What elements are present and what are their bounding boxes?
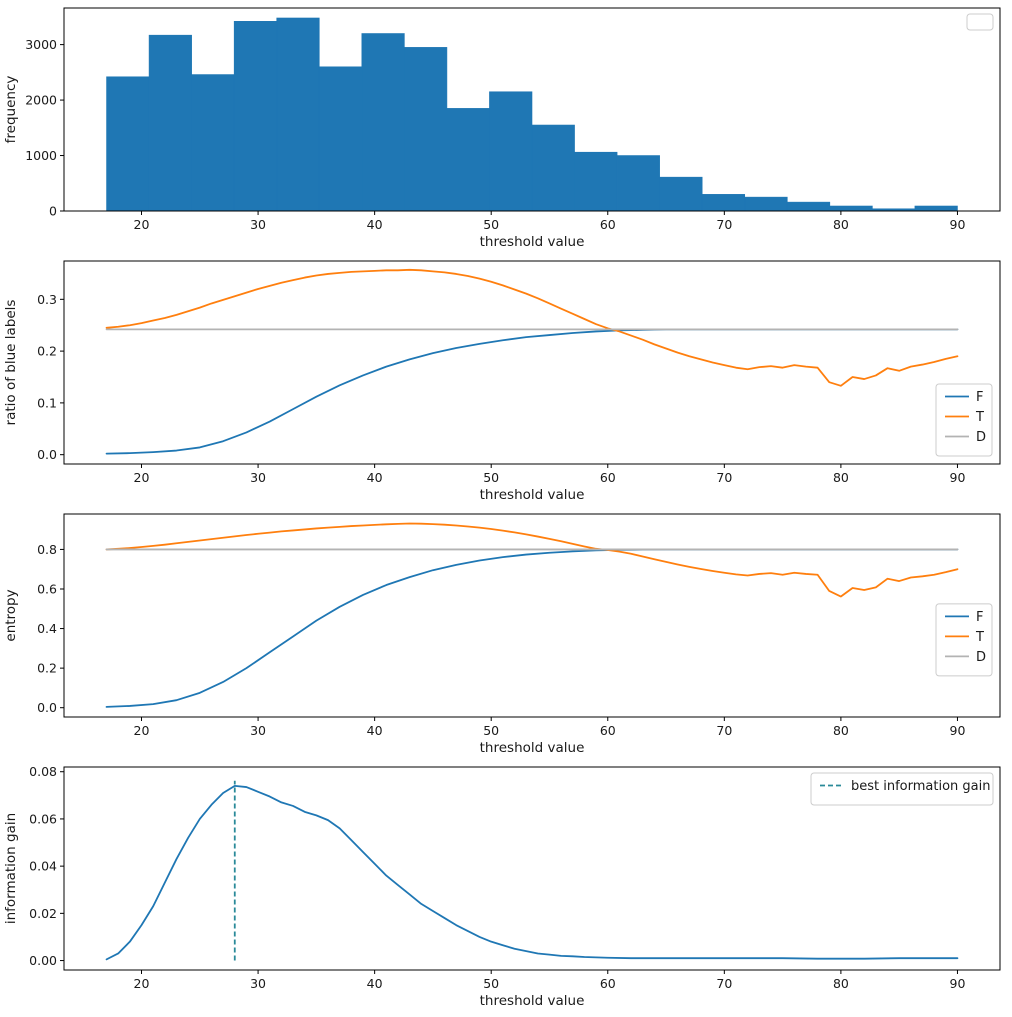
svg-text:90: 90 [950, 470, 966, 485]
svg-text:T: T [975, 410, 984, 425]
svg-text:60: 60 [600, 976, 616, 991]
svg-text:0.4: 0.4 [37, 621, 57, 636]
svg-text:60: 60 [600, 217, 616, 232]
frequency-histogram-svg: 20 30 40 50 60 70 80 90 0 1000 2000 3000 threshold v… [3, 7, 1001, 250]
information-gain-plot: 20 30 40 50 60 70 80 90 0.00 0.02 0.04 0.06 0.08 thre… [0, 759, 1012, 1012]
svg-text:entropy: entropy [3, 589, 19, 641]
svg-text:70: 70 [716, 217, 732, 232]
svg-text:D: D [976, 650, 986, 665]
svg-text:best information gain: best information gain [851, 779, 990, 794]
svg-text:60: 60 [600, 470, 616, 485]
svg-text:40: 40 [367, 217, 383, 232]
svg-text:30: 30 [250, 976, 266, 991]
svg-text:50: 50 [483, 976, 499, 991]
svg-text:0.0: 0.0 [37, 700, 57, 715]
svg-text:70: 70 [716, 976, 732, 991]
svg-text:30: 30 [250, 470, 266, 485]
svg-text:ratio of blue labels: ratio of blue labels [3, 300, 19, 426]
ratio-of-blue-labels-svg: 20 30 40 50 60 70 80 90 0.0 0.1 0.2 0.3 threshold va… [3, 260, 1001, 503]
svg-text:90: 90 [950, 723, 966, 738]
svg-text:T: T [975, 630, 984, 645]
svg-text:3000: 3000 [25, 37, 57, 52]
svg-text:20: 20 [134, 976, 150, 991]
svg-text:80: 80 [833, 470, 849, 485]
svg-text:40: 40 [367, 976, 383, 991]
svg-text:information gain: information gain [3, 813, 19, 924]
svg-text:0.0: 0.0 [37, 447, 57, 462]
svg-text:0.08: 0.08 [29, 764, 57, 779]
svg-text:20: 20 [134, 723, 150, 738]
svg-text:F: F [976, 610, 983, 625]
frequency-histogram-plot: 20 30 40 50 60 70 80 90 0 1000 2000 3000 threshold v… [0, 0, 1012, 253]
svg-text:0.6: 0.6 [37, 581, 57, 596]
svg-text:40: 40 [367, 470, 383, 485]
entropy-svg: 20 30 40 50 60 70 80 90 0.0 0.2 0.4 0.6 0.8 threshold… [3, 513, 1001, 756]
svg-text:0.00: 0.00 [29, 953, 57, 968]
svg-text:20: 20 [134, 217, 150, 232]
svg-text:threshold value: threshold value [480, 740, 585, 756]
information-gain-svg: 20 30 40 50 60 70 80 90 0.00 0.02 0.04 0.06 0.08 thre… [3, 764, 1001, 1009]
svg-text:0.3: 0.3 [37, 292, 57, 307]
svg-text:threshold value: threshold value [480, 234, 585, 250]
svg-text:80: 80 [833, 976, 849, 991]
svg-text:0.1: 0.1 [37, 395, 57, 410]
entropy-plot: 20 30 40 50 60 70 80 90 0.0 0.2 0.4 0.6 0.8 threshold… [0, 506, 1012, 759]
svg-text:F: F [976, 390, 983, 405]
svg-text:50: 50 [483, 217, 499, 232]
svg-text:0.8: 0.8 [37, 542, 57, 557]
svg-text:0.04: 0.04 [29, 859, 57, 874]
svg-text:D: D [976, 430, 986, 445]
svg-text:0.02: 0.02 [29, 906, 57, 921]
ratio-of-blue-labels-plot: 20 30 40 50 60 70 80 90 0.0 0.1 0.2 0.3 threshold va… [0, 253, 1012, 506]
svg-text:0.2: 0.2 [37, 344, 57, 359]
svg-text:80: 80 [833, 723, 849, 738]
svg-text:90: 90 [950, 217, 966, 232]
svg-text:1000: 1000 [25, 148, 57, 163]
svg-text:frequency: frequency [3, 76, 19, 144]
svg-text:80: 80 [833, 217, 849, 232]
svg-text:30: 30 [250, 217, 266, 232]
svg-text:20: 20 [134, 470, 150, 485]
svg-text:threshold value: threshold value [480, 487, 585, 503]
svg-text:30: 30 [250, 723, 266, 738]
svg-text:2000: 2000 [25, 93, 57, 108]
svg-text:90: 90 [950, 976, 966, 991]
svg-text:0.06: 0.06 [29, 811, 57, 826]
svg-text:70: 70 [716, 723, 732, 738]
svg-text:60: 60 [600, 723, 616, 738]
svg-text:70: 70 [716, 470, 732, 485]
svg-text:threshold value: threshold value [480, 993, 585, 1009]
svg-text:50: 50 [483, 470, 499, 485]
svg-text:50: 50 [483, 723, 499, 738]
svg-text:0: 0 [49, 204, 57, 219]
svg-text:0.2: 0.2 [37, 661, 57, 676]
svg-text:40: 40 [367, 723, 383, 738]
